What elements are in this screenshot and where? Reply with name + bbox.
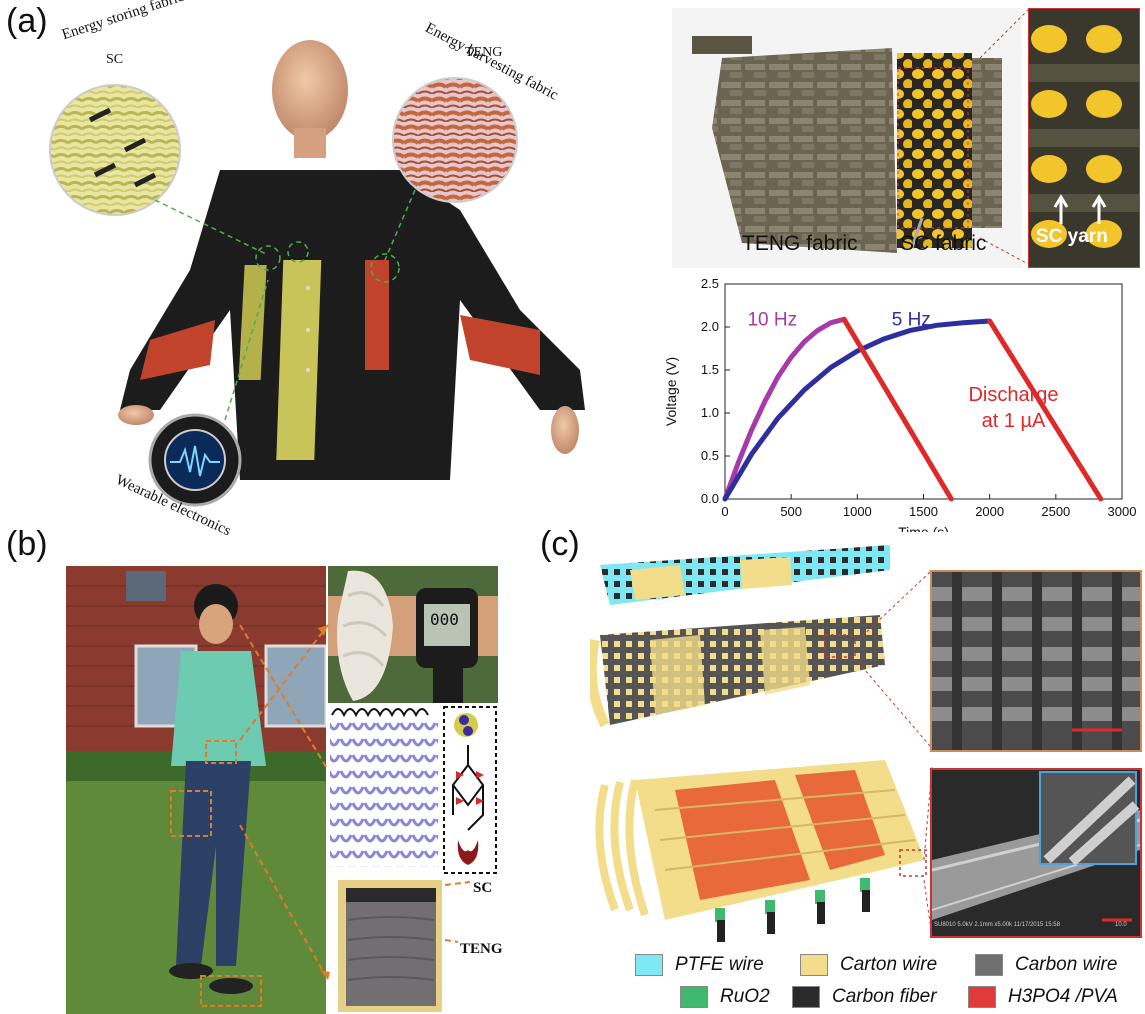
panel-label-c: (c) <box>540 525 580 563</box>
sc-teng-textile-photo <box>338 880 442 1012</box>
zoom-connectors-a <box>980 9 1029 265</box>
legend-item-ptfe: PTFE wire <box>635 954 764 976</box>
series-line-3 <box>987 318 1104 502</box>
legend-label-carton: Carton wire <box>840 954 938 975</box>
x-tick-label: 0 <box>721 504 728 519</box>
knit-circuit-diagram <box>328 705 498 875</box>
circle-right-sub: TENG <box>465 45 503 60</box>
legend-swatch-carton <box>800 954 828 976</box>
sem-image-bottom <box>930 768 1142 938</box>
legend-item-carbon-wire: Carbon wire <box>975 954 1117 976</box>
mannequin-illustration <box>49 40 585 507</box>
watch-display: 000 <box>430 610 459 629</box>
annotation-discharge-current: at 1 µA <box>982 410 1046 432</box>
annotation-5hz: 5 Hz <box>892 309 931 330</box>
arrows-b <box>239 624 471 981</box>
panel-label-b: (b) <box>6 525 48 563</box>
wrist-device-photo <box>328 566 498 703</box>
legend-swatch-ruo2 <box>680 986 708 1008</box>
legend-label-h3po4-pva: H3PO4 /PVA <box>1008 986 1118 1007</box>
label-teng-b: TENG <box>460 941 503 957</box>
annotation-10hz: 10 Hz <box>747 309 797 330</box>
x-tick-label: 1000 <box>843 504 872 519</box>
label-sc-fabric: SC fabric <box>900 232 987 255</box>
legend-label-carbon-fiber: Carbon fiber <box>832 986 937 1007</box>
person-walking-photo <box>66 566 326 1014</box>
x-axis-label: Time (s) <box>898 524 949 532</box>
panel-label-a: (a) <box>6 2 48 40</box>
legend-swatch-h3po4-pva <box>968 986 996 1008</box>
x-tick-label: 500 <box>780 504 802 519</box>
y-axis-label: Voltage (V) <box>663 357 679 426</box>
series-line-0 <box>722 316 847 502</box>
legend-label-ptfe: PTFE wire <box>675 954 764 975</box>
y-tick-label: 2.5 <box>701 276 719 291</box>
series-line-1 <box>722 318 993 502</box>
teng-sc-fabric-photo <box>672 8 1022 268</box>
legend-label-carbon-wire: Carbon wire <box>1015 954 1118 975</box>
y-tick-label: 2.0 <box>701 319 719 334</box>
annotation-discharge: Discharge <box>968 384 1058 406</box>
zoom-connectors-c-top <box>857 571 931 747</box>
sem-caption: SU8010 5.0kV 2.1mm x5.00k 11/17/2015 15:… <box>934 922 1060 928</box>
fabric-3d-bottom <box>595 760 927 942</box>
label-sc-yarn: SC yarn <box>1036 226 1108 247</box>
y-tick-label: 1.5 <box>701 362 719 377</box>
voltage-time-chart: 0 500 1000 1500 2000 2500 3000 0.0 0.5 1.0 1.5 2.0 2… <box>663 276 1137 532</box>
label-teng-fabric: TENG fabric <box>742 232 858 255</box>
legend-swatch-carbon-fiber <box>792 986 820 1008</box>
x-tick-label: 2000 <box>975 504 1004 519</box>
series-line-2 <box>841 316 954 502</box>
legend-item-ruo2: RuO2 <box>680 986 770 1008</box>
y-tick-label: 1.0 <box>701 405 719 420</box>
y-tick-label: 0.0 <box>701 491 719 506</box>
y-tick-label: 0.5 <box>701 448 719 463</box>
legend-item-carbon-fiber: Carbon fiber <box>792 986 937 1008</box>
sem-image-top <box>930 570 1142 752</box>
label-sc-b: SC <box>473 880 493 896</box>
circle-left-sub: SC <box>106 52 124 67</box>
x-tick-label: 3000 <box>1108 504 1137 519</box>
legend-swatch-carbon-wire <box>975 954 1003 976</box>
legend-swatch-ptfe <box>635 954 663 976</box>
x-tick-label: 1500 <box>909 504 938 519</box>
sc-yarn-zoom-photo <box>1028 8 1140 268</box>
fabric-3d-top <box>590 545 890 728</box>
legend-label-ruo2: RuO2 <box>720 986 770 1007</box>
legend-item-carton: Carton wire <box>800 954 937 976</box>
sem-scale: 10.0 <box>1115 922 1127 928</box>
x-tick-label: 2500 <box>1041 504 1070 519</box>
zoom-connectors-c-bottom <box>923 766 933 938</box>
legend-item-h3po4-pva: H3PO4 /PVA <box>968 986 1118 1008</box>
materials-legend: PTFE wire Carton wire Carbon wire RuO2 C… <box>630 950 1130 1010</box>
